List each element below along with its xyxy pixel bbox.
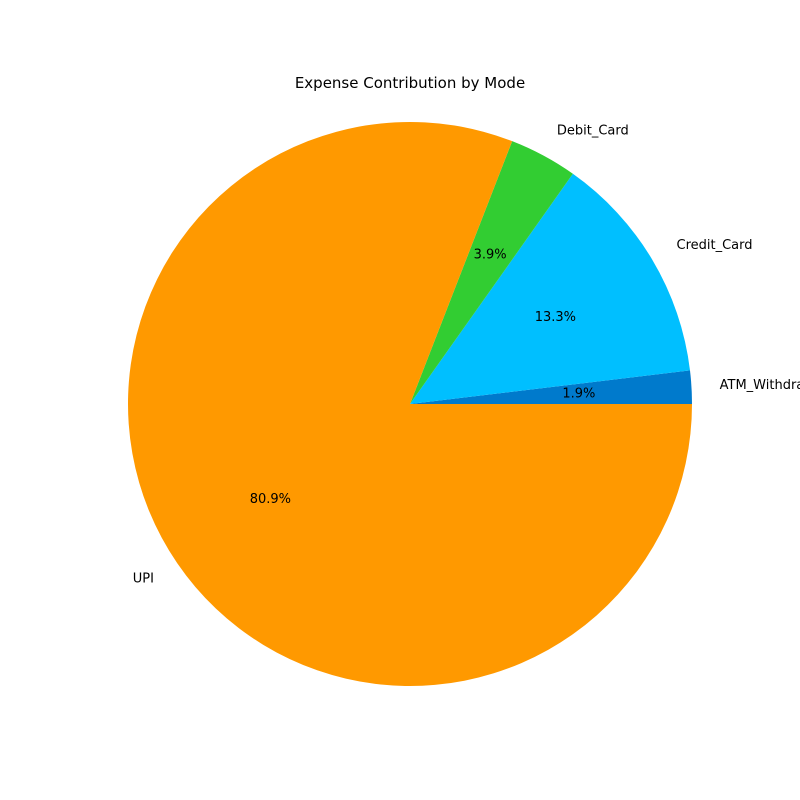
slice-label-debit-card: Debit_Card [557,123,629,138]
pie-slice-atm-withdrawal [410,370,692,404]
slice-label-upi: UPI [133,572,154,587]
pie-slice-debit-card [410,141,573,404]
slice-label-atm-withdrawal: ATM_Withdrawal [720,378,800,393]
slice-percent-atm-withdrawal: 1.9% [562,386,595,401]
pie-slices [127,121,692,686]
pie-slice-credit-card [410,173,690,404]
pie-labels: ATM_Withdrawal 1.9% Credit_Card 13.3% Debit_… [133,123,800,586]
slice-percent-credit-card: 13.3% [535,310,576,325]
pie-slice-upi [127,121,692,686]
slice-percent-upi: 80.9% [250,492,291,507]
chart-title: Expense Contribution by Mode [295,74,525,92]
slice-label-credit-card: Credit_Card [677,238,753,253]
slice-percent-debit-card: 3.9% [474,247,507,262]
